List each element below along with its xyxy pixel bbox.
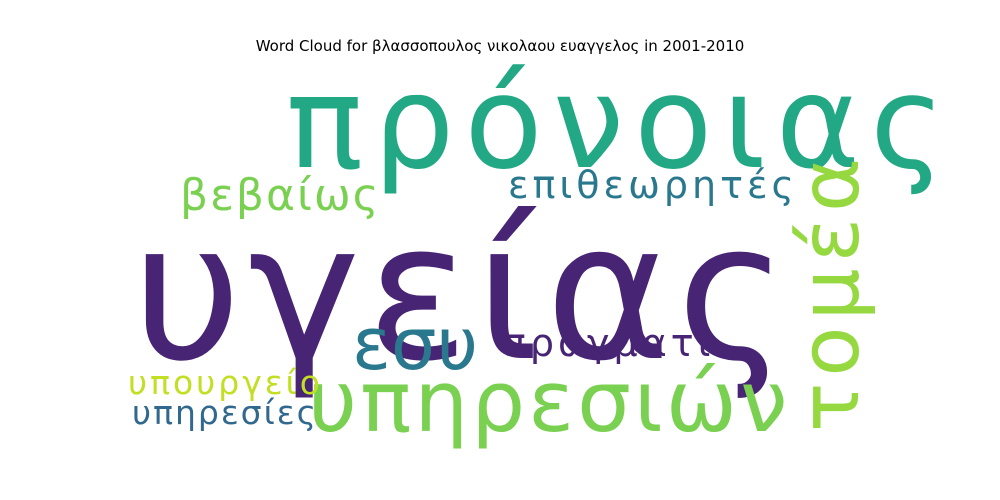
word-9: υπουργείο bbox=[128, 363, 323, 402]
word-1: υγείας bbox=[132, 182, 795, 403]
word-3: υπηρεσιών bbox=[308, 353, 791, 452]
word-5: εσυ bbox=[352, 302, 479, 386]
word-8: πράγματι bbox=[503, 321, 715, 365]
chart-title: Word Cloud for βλασσοπουλος νικολαου ευα… bbox=[255, 37, 745, 55]
word-7: βεβαίως bbox=[180, 170, 381, 221]
word-2: πρόνοιας bbox=[286, 49, 956, 198]
word-4: τομέα bbox=[783, 151, 878, 432]
word-6: επιθεωρητές bbox=[508, 163, 798, 207]
word-cloud: υγείας πρόνοιας υπηρεσιών τομέα εσυ επιθεωρητ… bbox=[128, 60, 945, 455]
word-10: υπηρεσίες bbox=[132, 393, 318, 432]
